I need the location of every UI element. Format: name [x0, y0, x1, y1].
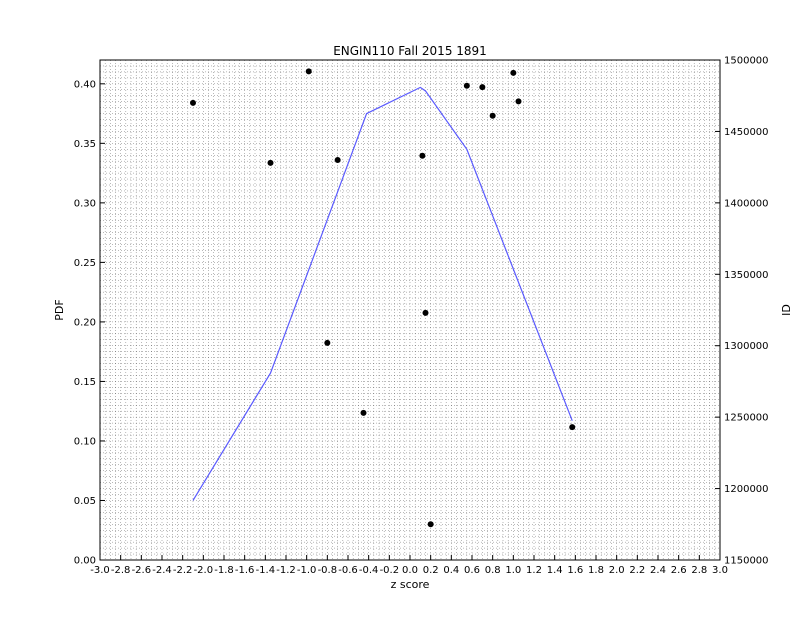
y-tick-label: 0.35 — [74, 139, 96, 150]
data-point — [190, 99, 196, 106]
data-point — [334, 157, 341, 163]
x-tick-label: 2.6 — [671, 565, 687, 576]
pdf-line — [192, 86, 573, 501]
y-tick-label: 0.05 — [74, 496, 96, 507]
grid — [99, 59, 721, 561]
data-point — [324, 339, 331, 346]
x-tick-label: 0.0 — [402, 565, 418, 576]
data-point — [422, 309, 429, 316]
x-tick-label: 1.0 — [505, 565, 521, 576]
x-tick-label: 1.6 — [567, 565, 583, 576]
y2-tick-label: 1350000 — [724, 270, 769, 281]
x-tick-label: -0.2 — [380, 565, 400, 576]
x-tick-label: 2.0 — [609, 565, 625, 576]
x-tick-label: -2.2 — [173, 565, 193, 576]
y-tick-label: 0.20 — [74, 317, 96, 328]
x-tick-label: 0.4 — [443, 565, 459, 576]
x-tick-label: 0.6 — [464, 565, 480, 576]
x-tick-label: -2.0 — [194, 565, 214, 576]
y2-axis-label: ID — [780, 304, 793, 316]
data-point — [427, 521, 434, 528]
y2-tick-label: 1250000 — [724, 413, 769, 424]
series — [190, 68, 576, 528]
y2-tick-label: 1300000 — [724, 341, 769, 352]
data-point — [479, 84, 486, 91]
y-axis-label: PDF — [53, 299, 66, 320]
y-tick-label: 0.30 — [74, 198, 96, 209]
y-tick-label: 0.40 — [74, 79, 96, 90]
data-point — [419, 152, 426, 159]
y-tick-label: 0.10 — [74, 436, 96, 447]
x-tick-label: 2.2 — [629, 565, 645, 576]
y-tick-label: 0.25 — [74, 258, 96, 269]
x-tick-label: 1.4 — [547, 565, 563, 576]
y-tick-label: 0.15 — [74, 377, 96, 388]
y2-tick-label: 1150000 — [724, 556, 769, 567]
data-point — [489, 112, 496, 119]
x-tick-label: 0.2 — [423, 565, 439, 576]
chart-title: ENGIN110 Fall 2015 1891 — [333, 44, 487, 58]
y2-tick-label: 1400000 — [724, 198, 769, 209]
data-point — [510, 69, 517, 76]
y2-tick-label: 1200000 — [724, 484, 769, 495]
x-axis-label: z score — [391, 578, 430, 591]
data-point — [515, 98, 522, 105]
ticks: -3.0 -2.8 -2.6 -2.4 -2.2 -2.0 -1.8 -1.6 -1.4 -1.2… — [74, 56, 769, 577]
data-point — [267, 159, 274, 166]
x-tick-label: 3.0 — [712, 565, 728, 576]
x-tick-label: -0.4 — [359, 565, 379, 576]
y2-tick-label: 1500000 — [724, 56, 769, 67]
x-tick-label: 2.4 — [650, 565, 666, 576]
y-tick-label: 0.00 — [74, 556, 96, 567]
data-point — [305, 68, 312, 75]
x-tick-label: -1.6 — [235, 565, 255, 576]
x-tick-label: -2.8 — [111, 565, 131, 576]
x-tick-label: -3.0 — [90, 565, 110, 576]
x-tick-label: 0.8 — [485, 565, 501, 576]
data-point — [360, 409, 367, 416]
x-tick-label: 2.8 — [691, 565, 707, 576]
x-tick-label: -1.2 — [276, 565, 296, 576]
x-tick-label: 1.8 — [588, 565, 604, 576]
x-tick-label: -1.4 — [256, 565, 276, 576]
x-tick-label: -0.8 — [318, 565, 338, 576]
x-tick-label: -2.4 — [152, 565, 172, 576]
x-tick-label: -2.6 — [132, 565, 152, 576]
y2-tick-label: 1450000 — [724, 127, 769, 138]
x-tick-label: 1.2 — [526, 565, 542, 576]
data-point — [463, 82, 470, 89]
data-point — [569, 424, 576, 431]
x-tick-label: -1.8 — [214, 565, 234, 576]
x-tick-label: -1.0 — [297, 565, 317, 576]
x-tick-label: -0.6 — [338, 565, 358, 576]
